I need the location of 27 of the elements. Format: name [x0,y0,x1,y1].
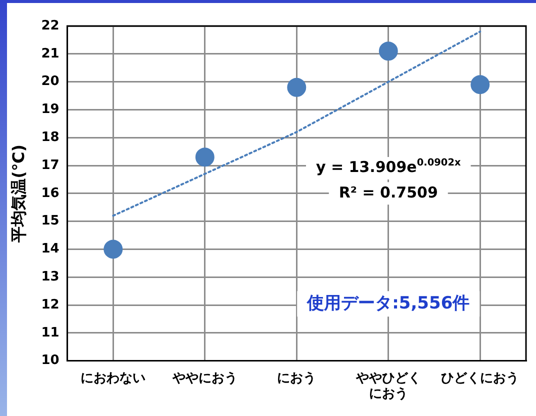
annotation: R² = 0.7509 [338,183,438,202]
y-tick-label: 22 [41,18,60,34]
y-tick-label: 11 [41,325,60,340]
y-tick-label: 16 [41,186,60,201]
y-tick-label: 12 [41,297,60,312]
y-tick-label: 19 [41,102,60,118]
y-tick-label: 21 [41,46,60,62]
x-tick-label: ややひどくにおう [354,370,421,402]
y-tick-label: 17 [41,158,60,173]
x-tick-label: ややにおう [171,370,238,386]
y-tick-label: 18 [41,130,60,145]
point [470,75,490,94]
x-tick-label: ひどくにおう [441,370,520,386]
x-tick-label: におう [277,370,316,386]
annotation: 使用データ:5,556件 [306,293,470,314]
point [195,148,214,167]
y-axis-title: 平均気温(℃) [8,144,28,244]
y-tick-label: 14 [41,242,60,257]
x-tick-label: におわない [80,370,146,386]
point [378,42,398,61]
point [287,78,306,97]
y-tick-label: 13 [41,269,60,284]
y-tick-label: 15 [41,214,60,229]
point [104,240,123,259]
y-tick-label: 20 [41,74,60,90]
y-tick-label: 10 [41,353,60,368]
line-series [112,30,482,217]
